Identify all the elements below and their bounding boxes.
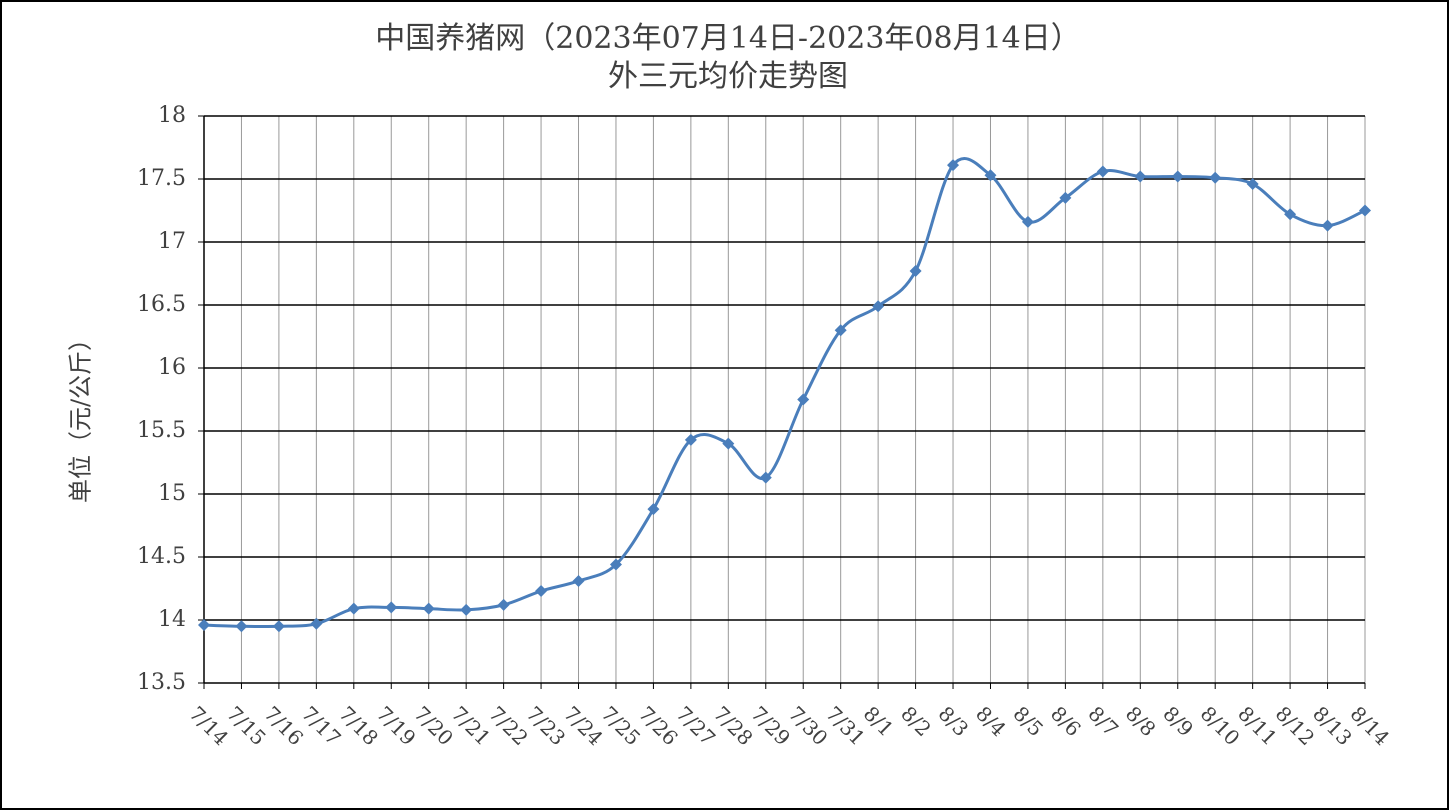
y-tick-label: 16: [158, 355, 186, 380]
marker: [1359, 204, 1371, 217]
marker: [347, 602, 360, 615]
marker: [684, 433, 697, 446]
y-tick-label: 14.5: [137, 544, 186, 569]
marker: [422, 602, 435, 615]
marker: [759, 471, 772, 484]
marker: [310, 617, 323, 630]
marker: [834, 324, 847, 337]
marker: [235, 620, 248, 633]
marker: [609, 558, 622, 571]
marker: [722, 437, 735, 450]
y-tick-label: 15.5: [137, 418, 186, 443]
marker: [535, 585, 548, 598]
marker: [984, 169, 997, 182]
y-tick-label: 13.5: [137, 670, 186, 695]
chart-subtitle: 外三元均价走势图: [608, 59, 848, 94]
marker: [1059, 191, 1072, 204]
marker: [385, 601, 398, 614]
marker: [198, 619, 210, 632]
y-tick-label: 17: [158, 229, 186, 254]
marker: [947, 159, 960, 172]
marker: [1284, 208, 1297, 221]
line: [203, 157, 1366, 629]
marker: [1021, 215, 1034, 228]
marker: [1209, 171, 1222, 184]
marker: [1134, 170, 1147, 183]
marker: [1246, 178, 1259, 191]
marker: [797, 393, 810, 406]
marker: [1096, 165, 1109, 178]
y-tick-label: 15: [158, 481, 186, 506]
chart-title: 中国养猪网（2023年07月14日-2023年08月14日）: [375, 21, 1081, 56]
marker: [647, 503, 660, 516]
marker: [909, 264, 922, 277]
y-tick-label: 14: [158, 607, 186, 632]
y-axis-label: 单位（元/公斤）: [67, 327, 95, 503]
marker: [460, 603, 473, 616]
marker: [1171, 170, 1184, 183]
marker: [497, 598, 510, 611]
marker: [272, 620, 285, 633]
y-tick-label: 16.5: [137, 292, 186, 317]
marker: [1321, 219, 1334, 232]
marker: [872, 300, 885, 313]
y-tick-label: 17.5: [137, 166, 186, 191]
y-tick-label: 18: [158, 103, 186, 128]
marker: [572, 574, 585, 587]
